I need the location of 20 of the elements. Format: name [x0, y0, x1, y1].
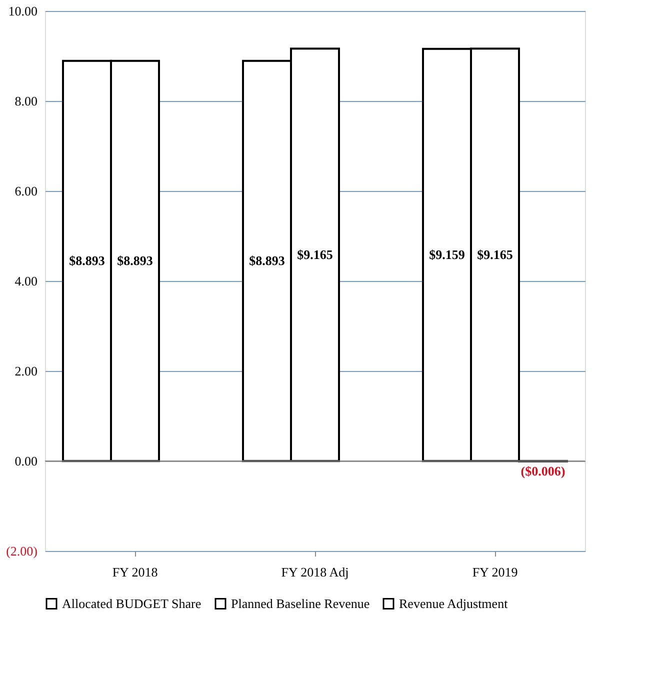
y-tick-label: 6.00 — [14, 184, 38, 198]
y-tick-label: 10.00 — [8, 4, 38, 18]
data-label: ($0.006) — [520, 463, 566, 478]
y-tick-label: 8.00 — [14, 94, 38, 108]
legend-label: Planned Baseline Revenue — [231, 596, 370, 611]
data-label: $8.893 — [117, 252, 154, 268]
data-label: $8.893 — [69, 252, 106, 268]
legend-label: Revenue Adjustment — [399, 596, 508, 611]
y-tick-label: (2.00) — [6, 544, 38, 558]
legend-label: Allocated BUDGET Share — [62, 596, 202, 611]
data-label: $8.893 — [249, 252, 286, 268]
y-tick-label: 4.00 — [14, 274, 38, 288]
data-label: $9.165 — [477, 246, 514, 262]
y-tick-label: 0.00 — [14, 454, 38, 468]
y-tick-label: 2.00 — [14, 364, 38, 378]
data-label: $9.159 — [429, 246, 466, 262]
x-tick-label: FY 2019 — [472, 564, 518, 580]
data-label: $9.165 — [297, 246, 334, 262]
x-tick-label: FY 2018 — [112, 564, 158, 580]
x-tick-label: FY 2018 Adj — [281, 564, 349, 580]
